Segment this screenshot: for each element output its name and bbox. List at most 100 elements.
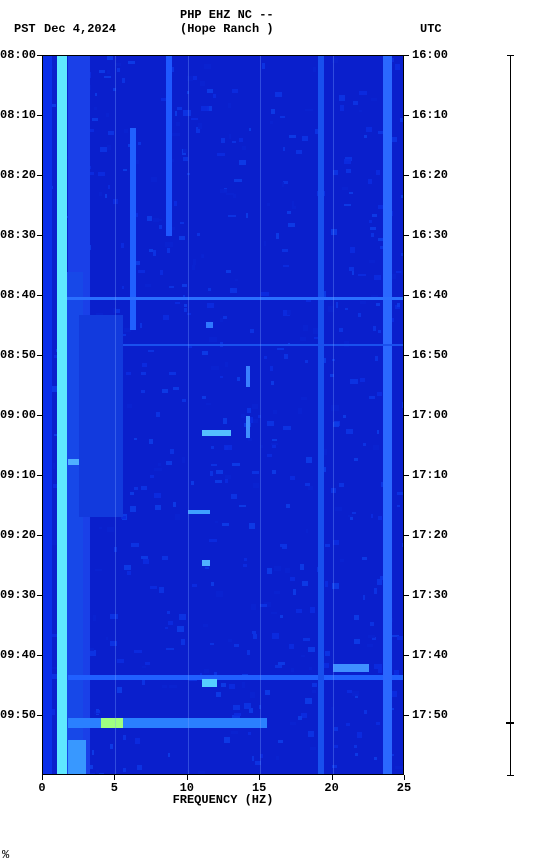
- noise-cell: [151, 177, 157, 181]
- noise-cell: [289, 644, 294, 649]
- noise-cell: [95, 93, 97, 96]
- noise-cell: [209, 337, 217, 342]
- noise-cell: [272, 470, 275, 474]
- feature-cell: [68, 675, 404, 679]
- noise-cell: [117, 687, 121, 693]
- noise-cell: [192, 265, 195, 270]
- noise-cell: [130, 506, 136, 512]
- noise-cell: [207, 303, 215, 308]
- y-tick-left: [37, 475, 42, 476]
- noise-cell: [293, 589, 295, 594]
- noise-cell: [252, 471, 259, 474]
- noise-cell: [124, 565, 131, 570]
- noise-cell: [159, 587, 165, 592]
- noise-cell: [107, 70, 110, 74]
- noise-cell: [339, 483, 344, 488]
- noise-cell: [352, 512, 356, 514]
- noise-cell: [354, 615, 359, 620]
- y-tick-right: [404, 355, 409, 356]
- noise-cell: [242, 146, 246, 150]
- noise-cell: [336, 302, 338, 308]
- noise-cell: [166, 648, 173, 650]
- noise-cell: [359, 110, 362, 112]
- noise-cell: [376, 303, 380, 306]
- noise-cell: [232, 463, 240, 465]
- noise-cell: [202, 396, 206, 399]
- noise-cell: [310, 747, 316, 750]
- noise-cell: [202, 351, 208, 355]
- noise-cell: [175, 514, 179, 520]
- noise-cell: [182, 399, 187, 402]
- noise-cell: [225, 475, 232, 480]
- noise-cell: [224, 737, 230, 743]
- noise-cell: [123, 735, 126, 740]
- noise-cell: [353, 101, 358, 105]
- noise-cell: [198, 123, 201, 129]
- noise-cell: [213, 94, 216, 98]
- noise-cell: [158, 463, 161, 466]
- noise-cell: [301, 713, 307, 718]
- noise-cell: [252, 404, 258, 408]
- y-tick-right: [404, 655, 409, 656]
- noise-cell: [324, 449, 328, 454]
- noise-cell: [173, 387, 178, 391]
- y-tick-right: [404, 715, 409, 716]
- noise-cell: [210, 471, 213, 476]
- noise-cell: [222, 523, 230, 526]
- noise-cell: [339, 328, 343, 332]
- noise-cell: [211, 464, 217, 467]
- feature-cell: [318, 56, 323, 775]
- bright-band: [57, 56, 66, 775]
- noise-cell: [264, 241, 267, 246]
- noise-cell: [145, 662, 150, 665]
- noise-cell: [374, 588, 377, 594]
- noise-cell: [302, 136, 308, 141]
- y-label-right: 16:00: [412, 48, 448, 62]
- noise-cell: [52, 667, 56, 670]
- y-label-left: 09:10: [0, 468, 36, 482]
- x-tick: [259, 775, 260, 780]
- noise-cell: [296, 609, 302, 613]
- noise-cell: [267, 454, 272, 457]
- noise-cell: [92, 118, 99, 121]
- noise-cell: [216, 470, 223, 474]
- noise-cell: [145, 284, 151, 287]
- noise-cell: [96, 710, 100, 713]
- noise-cell: [179, 614, 185, 620]
- noise-cell: [267, 568, 272, 574]
- noise-cell: [107, 145, 112, 150]
- noise-cell: [134, 438, 137, 440]
- noise-cell: [106, 637, 108, 641]
- noise-cell: [182, 284, 187, 287]
- noise-cell: [370, 227, 376, 230]
- amplitude-bar-cap: [507, 775, 514, 776]
- noise-cell: [401, 270, 404, 275]
- noise-cell: [210, 643, 214, 645]
- noise-cell: [262, 63, 265, 69]
- noise-cell: [215, 521, 218, 524]
- noise-cell: [228, 639, 232, 642]
- noise-cell: [153, 250, 156, 256]
- noise-cell: [275, 92, 282, 97]
- y-tick-left: [37, 235, 42, 236]
- noise-cell: [334, 745, 338, 748]
- noise-cell: [138, 142, 141, 144]
- noise-cell: [246, 213, 248, 218]
- y-tick-left: [37, 415, 42, 416]
- noise-cell: [201, 106, 209, 111]
- noise-cell: [162, 556, 168, 560]
- noise-cell: [207, 89, 213, 93]
- noise-cell: [169, 286, 174, 288]
- y-label-right: 17:40: [412, 648, 448, 662]
- noise-cell: [104, 76, 112, 79]
- noise-cell: [168, 621, 173, 625]
- noise-cell: [223, 316, 228, 319]
- noise-cell: [182, 457, 185, 462]
- noise-cell: [403, 273, 404, 278]
- noise-cell: [369, 220, 372, 222]
- y-tick-left: [37, 115, 42, 116]
- noise-cell: [325, 581, 328, 586]
- noise-cell: [308, 647, 315, 653]
- noise-cell: [134, 487, 138, 489]
- noise-cell: [89, 773, 95, 775]
